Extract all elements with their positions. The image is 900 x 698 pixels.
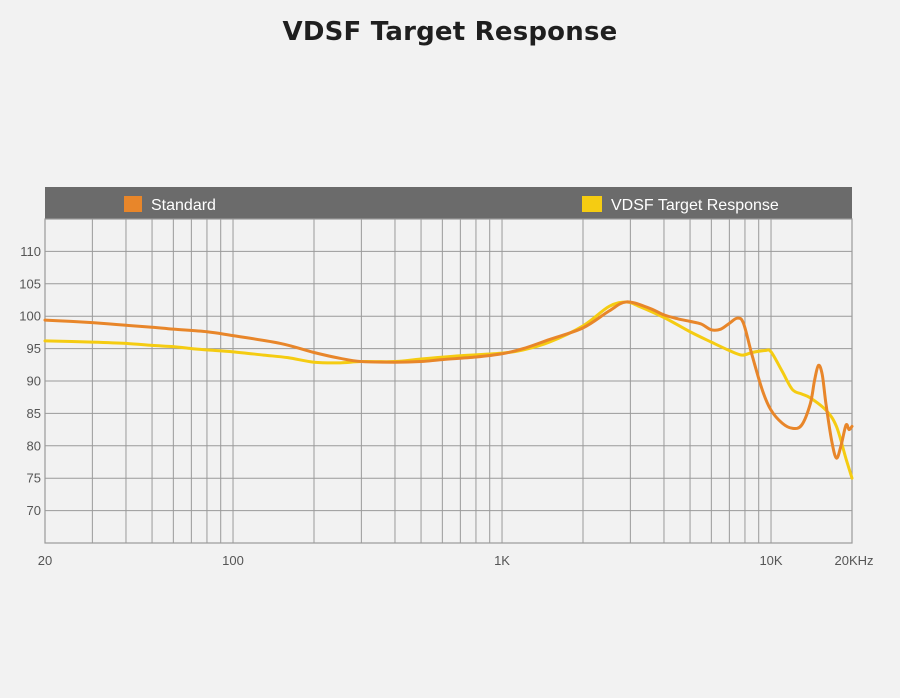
x-tick-label: 100 (222, 553, 244, 568)
y-tick-label: 110 (20, 244, 41, 259)
series-line-standard (43, 300, 854, 460)
y-tick-label: 100 (19, 309, 41, 324)
chart-series (43, 300, 854, 480)
y-tick-labels: 110 105 100 95 90 85 80 75 70 (19, 244, 41, 518)
y-tick-label: 70 (27, 503, 41, 518)
series-line-vdsf (43, 300, 854, 480)
x-tick-labels: 20 100 1K 10K 20KHz (38, 553, 874, 568)
y-tick-label: 105 (19, 276, 41, 291)
chart-grid (44, 218, 853, 544)
y-tick-label: 85 (27, 406, 41, 421)
y-tick-label: 90 (27, 374, 41, 389)
page-title: VDSF Target Response (282, 17, 618, 47)
legend-label-standard: Standard (151, 197, 216, 214)
y-tick-label: 95 (27, 341, 41, 356)
x-tick-label: 20 (38, 553, 52, 568)
legend-label-vdsf: VDSF Target Response (611, 197, 779, 214)
y-tick-label: 75 (27, 471, 41, 486)
legend-swatch-standard (124, 196, 142, 212)
x-tick-label: 1K (494, 553, 510, 568)
legend-swatch-vdsf (582, 196, 602, 212)
y-tick-label: 80 (27, 438, 41, 453)
x-tick-label: 20KHz (834, 553, 873, 568)
legend-bar (45, 187, 852, 219)
x-tick-label: 10K (759, 553, 782, 568)
